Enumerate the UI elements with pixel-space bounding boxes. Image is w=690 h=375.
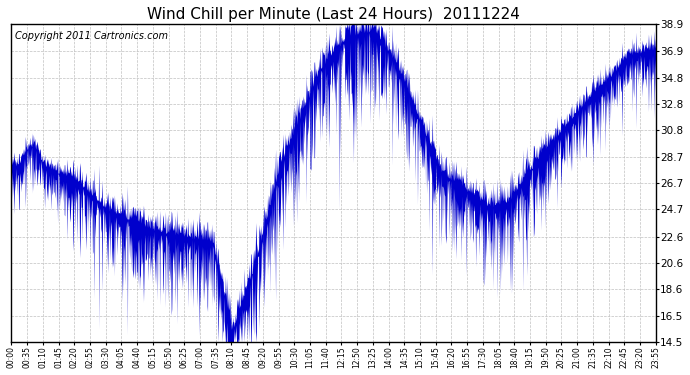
Text: Copyright 2011 Cartronics.com: Copyright 2011 Cartronics.com [14, 31, 168, 41]
Title: Wind Chill per Minute (Last 24 Hours)  20111224: Wind Chill per Minute (Last 24 Hours) 20… [147, 7, 520, 22]
